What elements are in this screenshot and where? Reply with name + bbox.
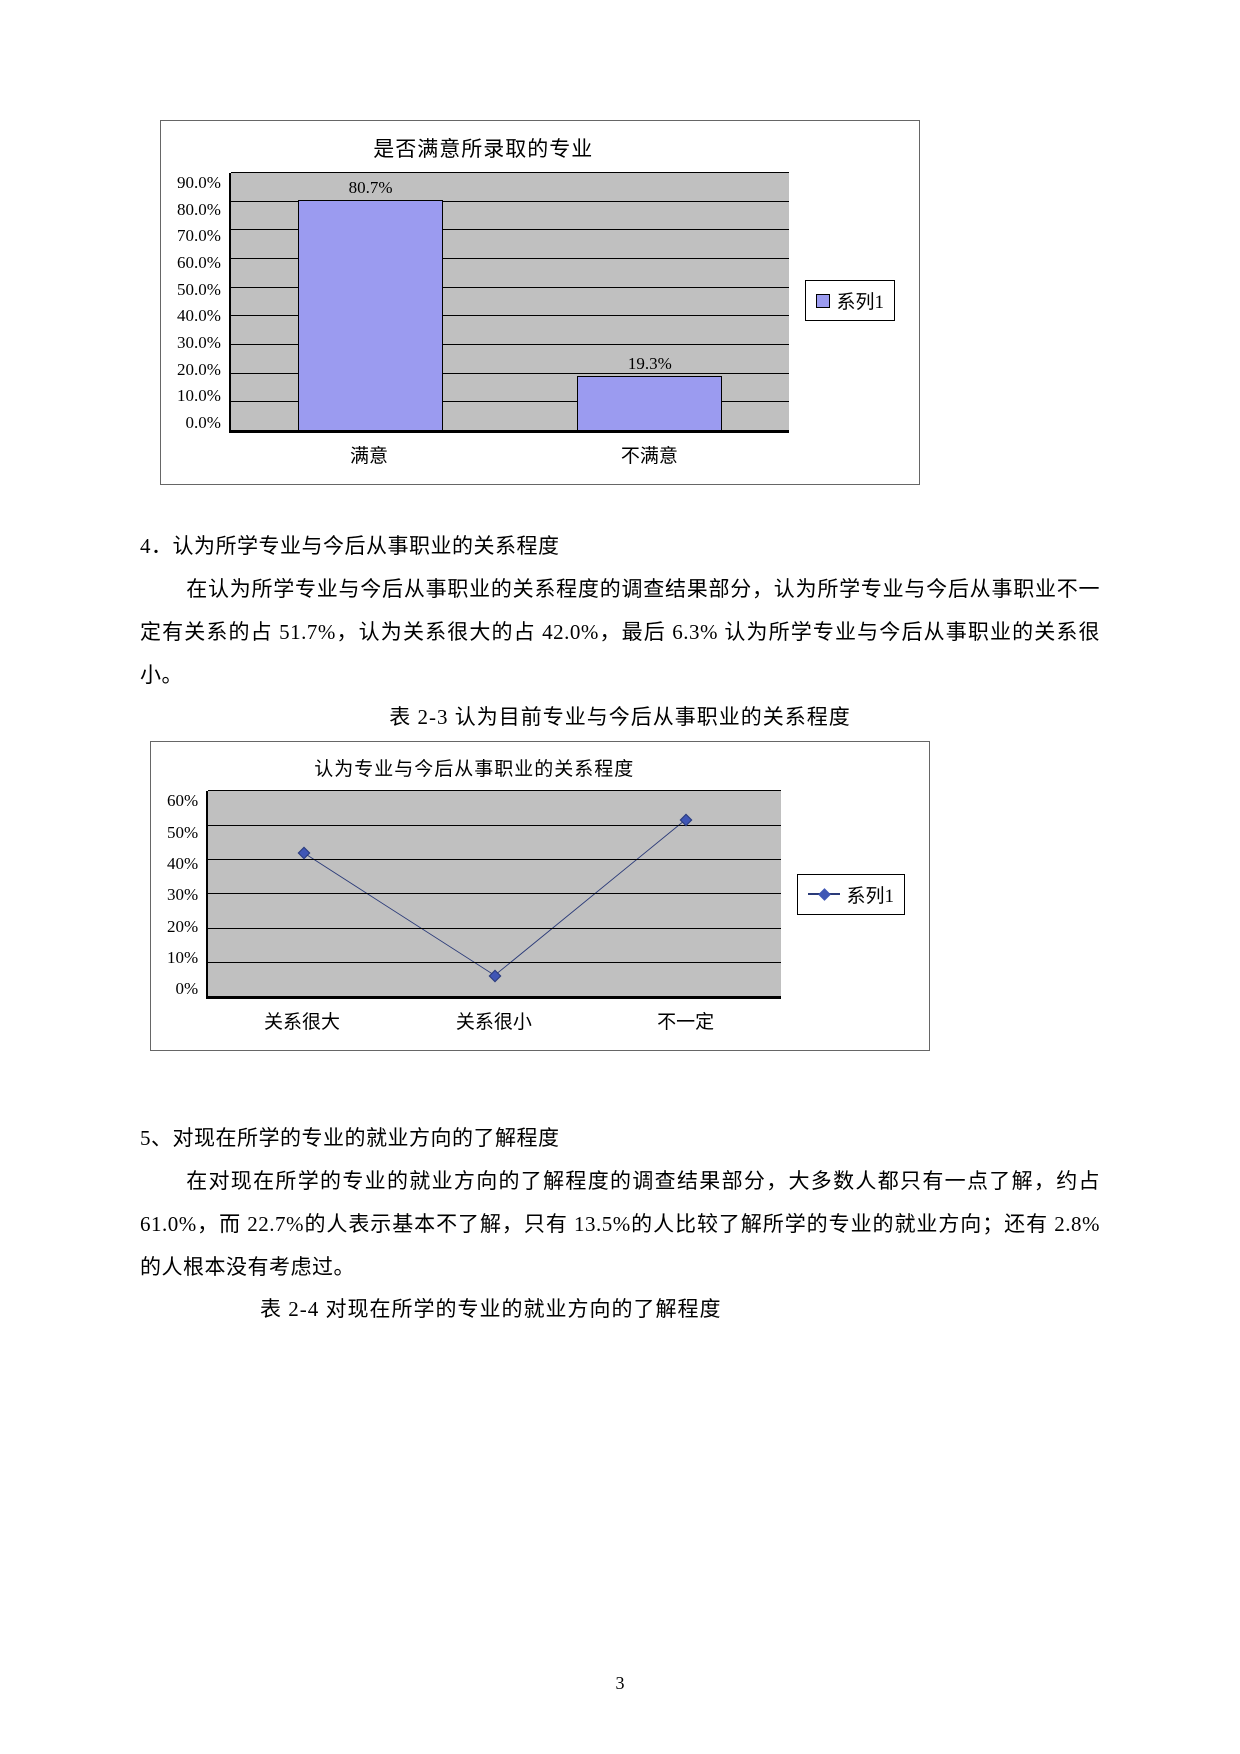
y-tick-label: 50% xyxy=(167,823,198,843)
x-category-label: 关系很大 xyxy=(206,1007,398,1034)
bar-value-label: 19.3% xyxy=(624,354,676,374)
section-5: 5、对现在所学的专业的就业方向的了解程度 在对现在所学的专业的就业方向的了解程度… xyxy=(140,1117,1100,1289)
section-4-heading: 4．认为所学专业与今后从事职业的关系程度 xyxy=(140,525,1100,568)
section-4-paragraph: 在认为所学专业与今后从事职业的关系程度的调查结果部分，认为所学专业与今后从事职业… xyxy=(140,568,1100,697)
line-chart-legend: 系列1 xyxy=(797,874,905,915)
y-tick-label: 90.0% xyxy=(177,173,221,193)
line-chart-container: 认为专业与今后从事职业的关系程度 60% 50% 40% 30% 20% 10% 0% 关系… xyxy=(150,741,930,1051)
bar xyxy=(298,200,443,431)
table-2-3-caption: 表 2-3 认为目前专业与今后从事职业的关系程度 xyxy=(140,701,1100,731)
y-tick-label: 70.0% xyxy=(177,226,221,246)
bar-value-label: 80.7% xyxy=(345,178,397,198)
page-number: 3 xyxy=(0,1673,1240,1694)
x-category-label: 不满意 xyxy=(509,441,789,468)
table-2-4-caption: 表 2-4 对现在所学的专业的就业方向的了解程度 xyxy=(140,1293,1100,1323)
section-4: 4．认为所学专业与今后从事职业的关系程度 在认为所学专业与今后从事职业的关系程度… xyxy=(140,525,1100,697)
y-tick-label: 30.0% xyxy=(177,333,221,353)
y-tick-label: 30% xyxy=(167,885,198,905)
legend-swatch-icon xyxy=(816,294,830,308)
y-tick-label: 60% xyxy=(167,791,198,811)
x-category-label: 满意 xyxy=(229,441,509,468)
y-tick-label: 0% xyxy=(176,979,199,999)
y-tick-label: 0.0% xyxy=(186,413,221,433)
bar-chart-plot: 80.7% 19.3% xyxy=(229,173,790,433)
line-chart-x-axis: 关系很大关系很小不一定 xyxy=(206,1007,781,1034)
y-tick-label: 20.0% xyxy=(177,360,221,380)
legend-line-marker-icon xyxy=(808,890,840,899)
line-chart-plot xyxy=(206,791,781,999)
y-tick-label: 20% xyxy=(167,917,198,937)
line-legend-label: 系列1 xyxy=(846,881,894,908)
line-chart-title: 认为专业与今后从事职业的关系程度 xyxy=(167,754,781,781)
bar-chart-y-axis: 90.0% 80.0% 70.0% 60.0% 50.0% 40.0% 30.0% 20.0%… xyxy=(177,173,229,433)
y-tick-label: 40% xyxy=(167,854,198,874)
y-tick-label: 80.0% xyxy=(177,200,221,220)
bar-chart-container: 是否满意所录取的专业 90.0% 80.0% 70.0% 60.0% 50.0% 40.0… xyxy=(160,120,920,485)
y-tick-label: 60.0% xyxy=(177,253,221,273)
y-tick-label: 10.0% xyxy=(177,386,221,406)
y-tick-label: 50.0% xyxy=(177,280,221,300)
x-category-label: 关系很小 xyxy=(398,1007,590,1034)
page: 是否满意所录取的专业 90.0% 80.0% 70.0% 60.0% 50.0% 40.0… xyxy=(0,0,1240,1754)
section-5-paragraph: 在对现在所学的专业的就业方向的了解程度的调查结果部分，大多数人都只有一点了解，约… xyxy=(140,1160,1100,1289)
section-5-heading: 5、对现在所学的专业的就业方向的了解程度 xyxy=(140,1117,1100,1160)
bar-chart-legend: 系列1 xyxy=(805,280,895,321)
bar xyxy=(577,376,722,431)
y-tick-label: 10% xyxy=(167,948,198,968)
bar-legend-label: 系列1 xyxy=(836,287,884,314)
line-chart-y-axis: 60% 50% 40% 30% 20% 10% 0% xyxy=(167,791,206,999)
y-tick-label: 40.0% xyxy=(177,306,221,326)
bar-chart-x-axis: 满意不满意 xyxy=(229,441,790,468)
x-category-label: 不一定 xyxy=(590,1007,782,1034)
bar-chart-title: 是否满意所录取的专业 xyxy=(177,133,789,163)
